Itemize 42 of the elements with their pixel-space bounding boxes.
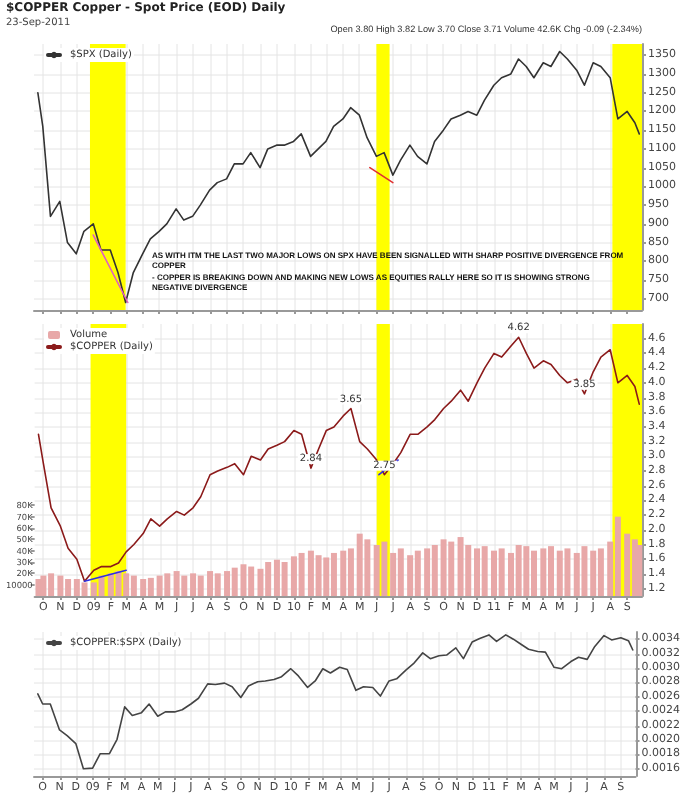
bar: [307, 550, 314, 596]
bar: [181, 575, 188, 596]
bar: [240, 564, 247, 596]
bar: [273, 559, 280, 596]
bar: [381, 541, 388, 596]
bar: [315, 555, 322, 596]
bar: [364, 539, 371, 596]
bar: [523, 546, 530, 596]
bar: [164, 573, 171, 596]
bar: [515, 545, 522, 596]
bar: [265, 562, 272, 596]
bar: [573, 552, 580, 596]
bar: [123, 573, 130, 596]
bar: [440, 539, 447, 596]
bar: [90, 582, 97, 596]
bar: [356, 533, 363, 596]
bar: [507, 552, 514, 596]
line-series: [37, 50, 641, 304]
bar: [173, 571, 180, 596]
bar: [115, 571, 122, 596]
line-series: [37, 336, 641, 583]
bar: [40, 575, 47, 596]
line-series: [37, 634, 634, 770]
bar: [581, 546, 588, 596]
bar: [465, 545, 472, 596]
bar: [457, 537, 464, 596]
bar: [556, 550, 563, 596]
bar: [548, 546, 555, 596]
bar: [156, 575, 163, 596]
bar: [531, 550, 538, 596]
bar: [564, 548, 571, 596]
bar: [323, 557, 330, 596]
bar: [373, 545, 380, 596]
bar: [448, 541, 455, 596]
bar: [48, 573, 55, 596]
bar: [636, 545, 643, 596]
bar: [65, 579, 72, 596]
bar: [248, 566, 255, 596]
bar: [107, 573, 114, 596]
bar: [290, 556, 297, 596]
bar: [231, 567, 238, 596]
bar: [73, 579, 80, 596]
